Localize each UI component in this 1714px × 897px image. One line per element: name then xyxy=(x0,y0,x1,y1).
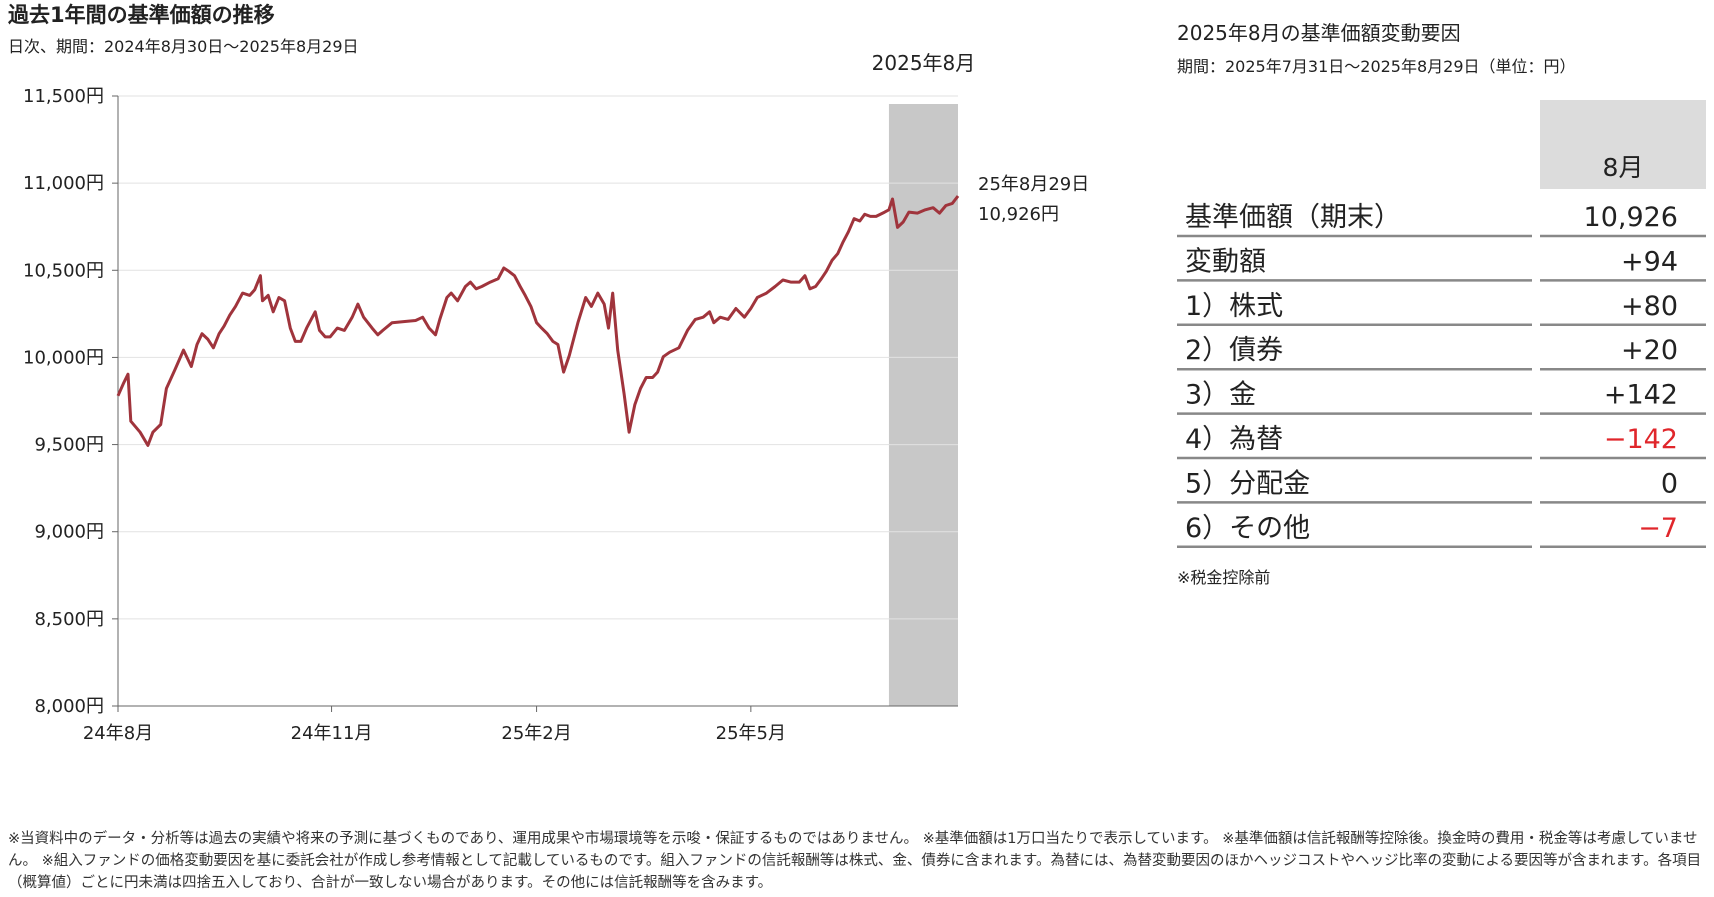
row-label: 4）為替 xyxy=(1185,424,1283,455)
highlight-label: 2025年8月 xyxy=(872,51,976,75)
row-label: 3）金 xyxy=(1185,380,1256,411)
y-tick-label: 9,000円 xyxy=(34,522,104,543)
table-title: 2025年8月の基準価額変動要因 xyxy=(1177,21,1461,45)
row-label: 基準価額（期末） xyxy=(1185,202,1401,233)
y-tick-label: 10,500円 xyxy=(23,260,104,281)
row-label: 5）分配金 xyxy=(1185,468,1310,499)
row-value: 0 xyxy=(1661,468,1678,499)
annotation-value: 10,926円 xyxy=(978,204,1059,225)
row-value: −142 xyxy=(1604,424,1678,455)
row-label: 2）債券 xyxy=(1185,335,1283,366)
table-note: ※税金控除前 xyxy=(1177,568,1270,587)
chart: 過去1年間の基準価額の推移 日次、期間：2024年8月30日～2025年8月29… xyxy=(8,3,1706,744)
row-label: 変動額 xyxy=(1185,246,1266,277)
y-tick-label: 9,500円 xyxy=(34,435,104,456)
y-tick-label: 11,000円 xyxy=(23,173,104,194)
y-tick-label: 10,000円 xyxy=(23,347,104,368)
row-value: +94 xyxy=(1621,246,1678,277)
row-value: +142 xyxy=(1604,380,1678,411)
footnote: ※当資料中のデータ・分析等は過去の実績や将来の予測に基づくものであり、運用成果や… xyxy=(8,831,1702,891)
x-tick-label: 25年2月 xyxy=(501,723,571,744)
row-value: −7 xyxy=(1638,513,1678,544)
chart-title: 過去1年間の基準価額の推移 xyxy=(8,3,275,27)
x-tick-label: 24年11月 xyxy=(291,723,373,744)
x-tick-label: 25年5月 xyxy=(716,723,786,744)
row-value: 10,926 xyxy=(1584,202,1678,233)
y-tick-label: 8,500円 xyxy=(34,609,104,630)
y-tick-label: 8,000円 xyxy=(34,696,104,717)
row-label: 1）株式 xyxy=(1185,291,1283,322)
header-cell xyxy=(1540,100,1706,189)
chart-subtitle: 日次、期間：2024年8月30日～2025年8月29日 xyxy=(8,37,359,56)
highlight-band xyxy=(888,104,958,706)
x-tick-label: 24年8月 xyxy=(83,723,153,744)
data-line xyxy=(116,195,960,447)
row-value: +80 xyxy=(1621,291,1678,322)
annotation-date: 25年8月29日 xyxy=(978,174,1089,195)
y-tick-label: 11,500円 xyxy=(23,86,104,107)
table-period: 期間：2025年7月31日～2025年8月29日（単位：円） xyxy=(1177,57,1576,76)
row-label: 6）その他 xyxy=(1185,513,1310,544)
column-header: 8月 xyxy=(1603,153,1644,182)
row-value: +20 xyxy=(1621,335,1678,366)
